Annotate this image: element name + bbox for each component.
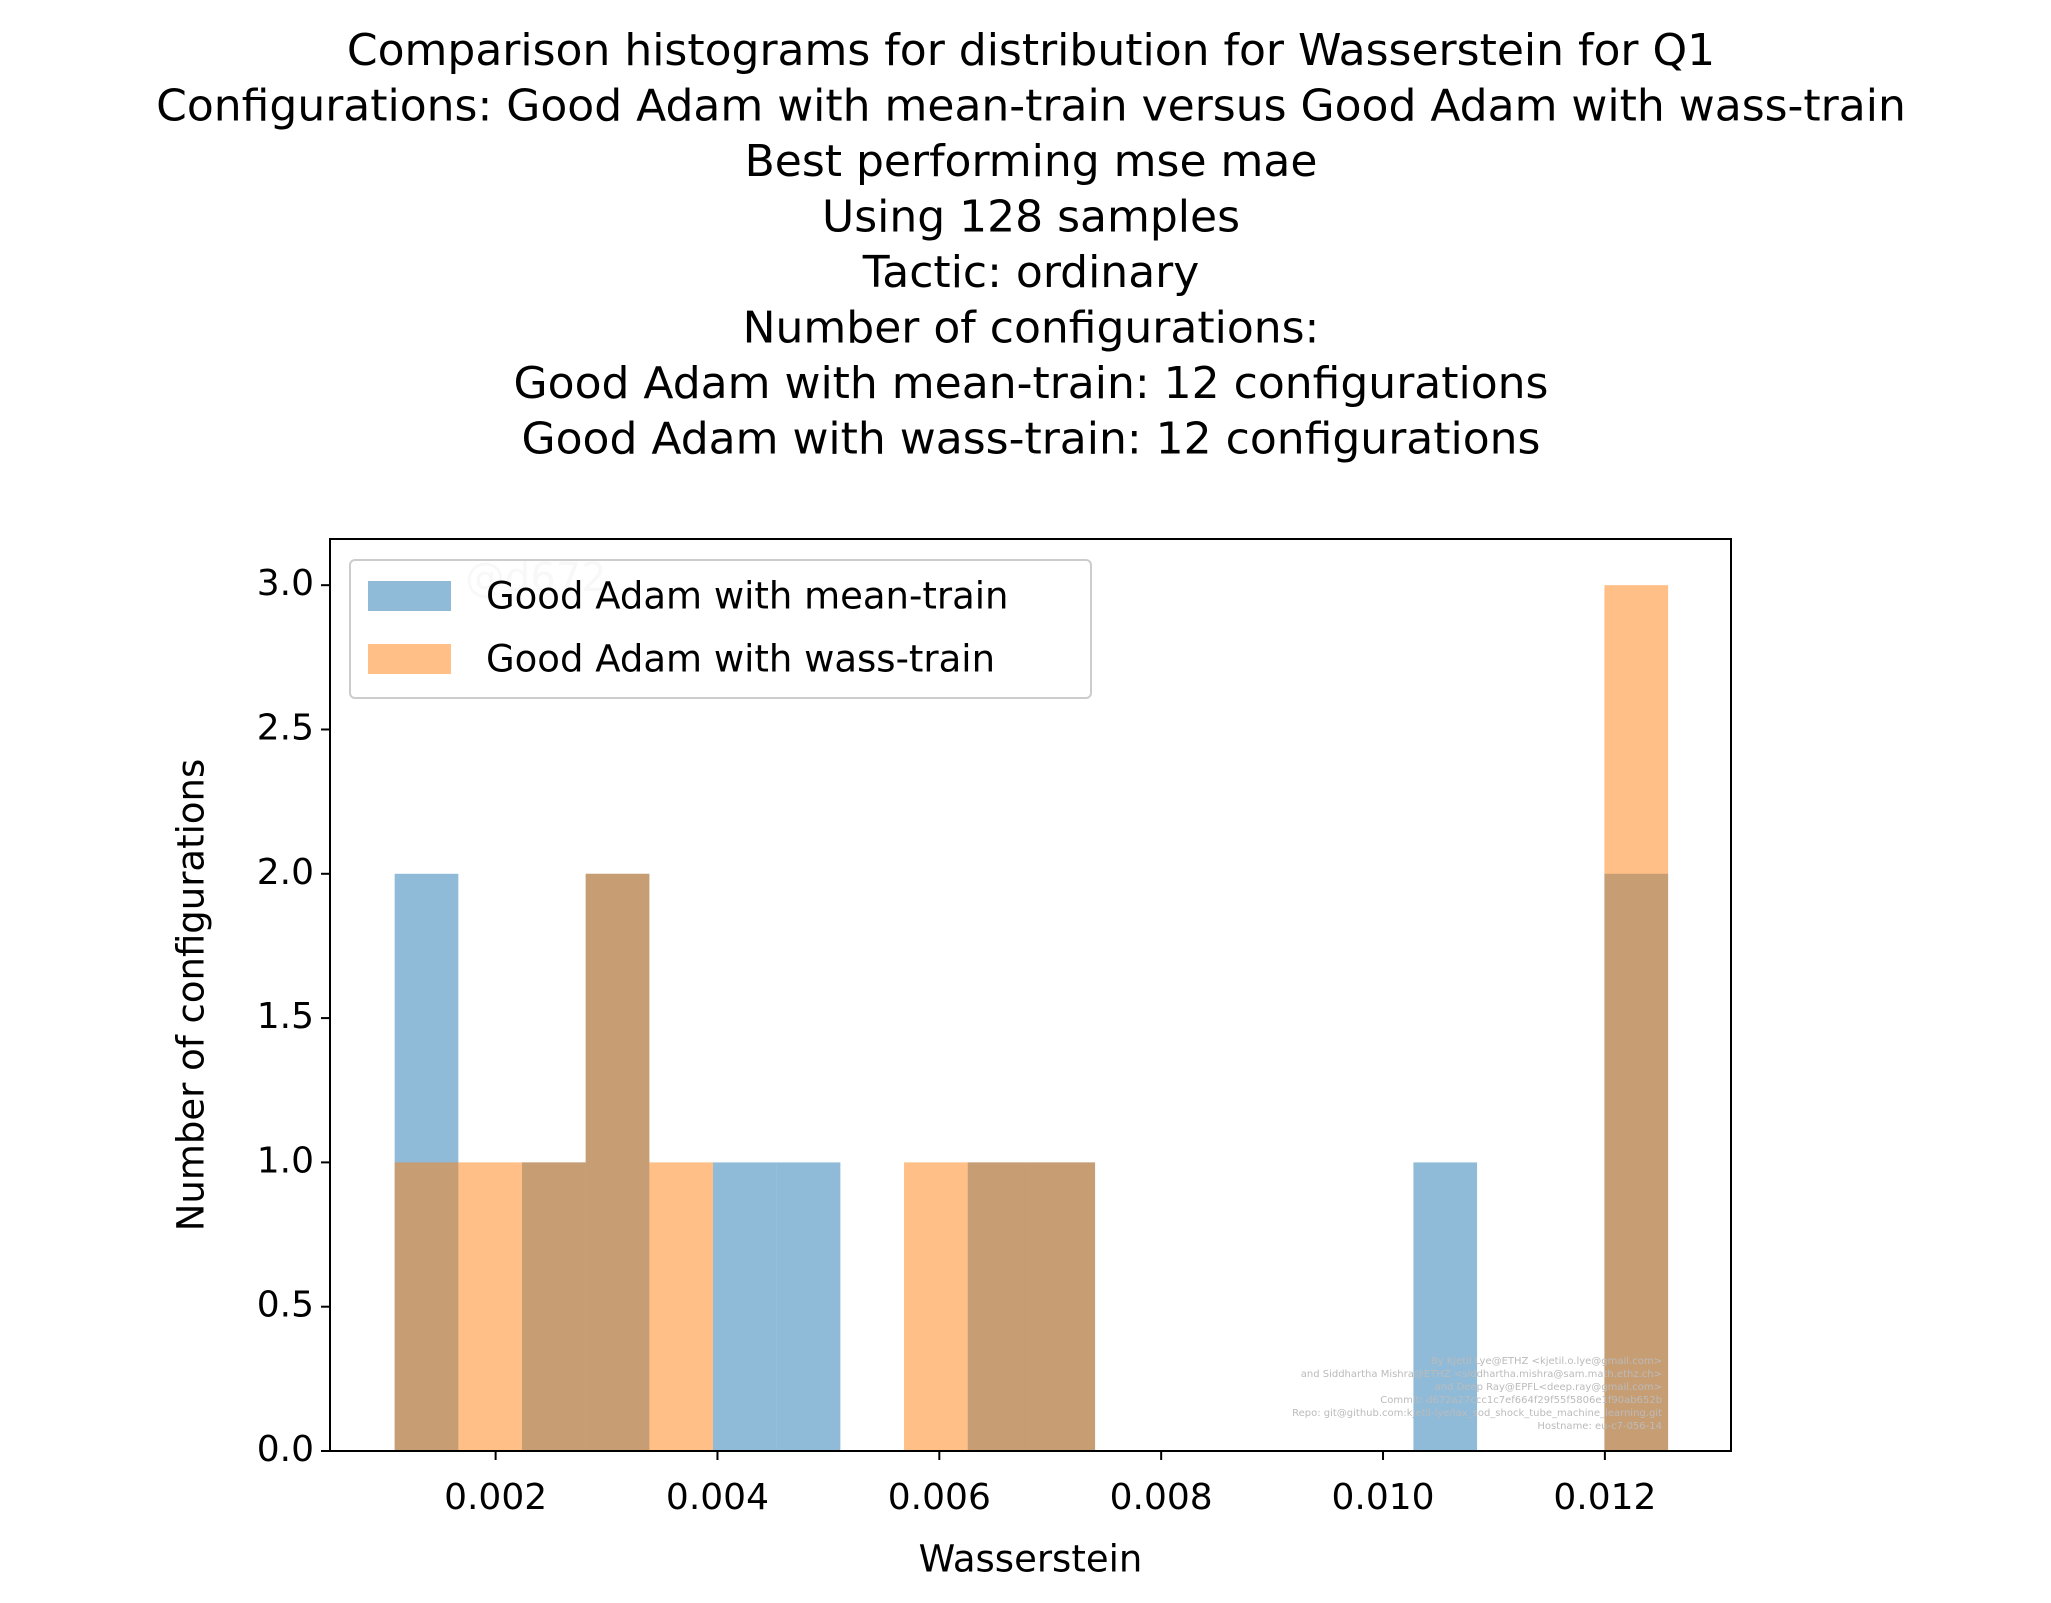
- y-tick-label: 1.5: [257, 996, 314, 1037]
- y-axis-label: Number of configurations: [170, 759, 213, 1232]
- bar: [394, 1162, 459, 1451]
- bar: [649, 1162, 714, 1451]
- credit-text: and Siddhartha Mishra@ETHZ <siddhartha.m…: [1301, 1369, 1662, 1380]
- y-tick-label: 1.0: [257, 1140, 314, 1181]
- chart-title: Configurations: Good Adam with mean-trai…: [156, 81, 1906, 132]
- bar: [1604, 585, 1669, 1451]
- bar: [458, 1162, 523, 1451]
- credit-text: Repo: git@github.com:kjetil-lye/lax_sod_…: [1292, 1408, 1662, 1419]
- y-tick-label: 2.5: [257, 707, 314, 748]
- legend-box: [349, 559, 1092, 699]
- legend-swatch: [368, 581, 451, 611]
- bar: [1413, 1162, 1478, 1451]
- credit-text: and Deep Ray@EPFL<deep.ray@gmail.com>: [1435, 1382, 1662, 1393]
- credit-text: Hostname: eu-c7-056-14: [1537, 1421, 1662, 1432]
- chart-title: Using 128 samples: [822, 192, 1240, 243]
- chart-title: Good Adam with mean-train: 12 configurat…: [514, 358, 1549, 409]
- bar: [522, 1162, 586, 1451]
- bar: [1031, 1162, 1096, 1451]
- y-tick-label: 3.0: [257, 563, 314, 604]
- chart-title: Best performing mse mae: [745, 136, 1318, 187]
- x-tick-label: 0.002: [444, 1477, 547, 1518]
- legend-label: Good Adam with mean-train: [486, 575, 1008, 618]
- bar: [967, 1162, 1032, 1451]
- x-tick-label: 0.006: [888, 1477, 991, 1518]
- chart-title: Comparison histograms for distribution f…: [347, 25, 1715, 76]
- bar: [776, 1162, 841, 1451]
- x-tick-label: 0.008: [1110, 1477, 1213, 1518]
- y-tick-label: 0.5: [257, 1285, 314, 1326]
- chart-title: Good Adam with wass-train: 12 configurat…: [522, 414, 1541, 465]
- x-tick-label: 0.004: [666, 1477, 769, 1518]
- y-tick-label: 2.0: [257, 852, 314, 893]
- legend-label: Good Adam with wass-train: [486, 638, 995, 681]
- x-tick-label: 0.010: [1331, 1477, 1434, 1518]
- x-axis-label: Wasserstein: [919, 1538, 1143, 1581]
- chart-title: Tactic: ordinary: [862, 247, 1200, 298]
- credit-text: By Kjetil Lye@ETHZ <kjetil.o.lye@gmail.c…: [1431, 1356, 1662, 1367]
- bar: [713, 1162, 777, 1451]
- legend-swatch: [368, 644, 451, 674]
- credit-text: Commit: d672a27ccc1c7ef664f29f55f5806e1f…: [1380, 1395, 1662, 1406]
- bar: [904, 1162, 968, 1451]
- y-tick-label: 0.0: [257, 1429, 314, 1470]
- plot-frame: [329, 538, 1732, 1452]
- x-tick-label: 0.012: [1553, 1477, 1656, 1518]
- chart-title: Number of configurations:: [743, 303, 1320, 354]
- bar: [585, 873, 650, 1451]
